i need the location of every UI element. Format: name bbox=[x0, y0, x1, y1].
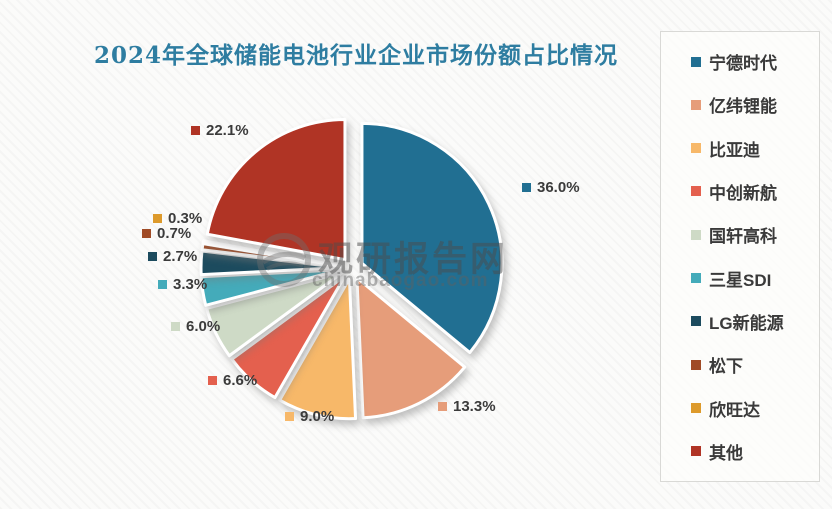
label-text: 9.0% bbox=[300, 408, 335, 425]
legend-marker bbox=[691, 186, 701, 197]
legend-item-lg: LG新能源 bbox=[691, 309, 819, 334]
pie-label-lg: 2.7% bbox=[148, 248, 197, 265]
legend-marker bbox=[691, 359, 701, 370]
label-text: 6.6% bbox=[223, 372, 258, 389]
legend-marker bbox=[691, 273, 701, 284]
legend-item-byd: 比亚迪 bbox=[691, 136, 819, 161]
label-text: 6.0% bbox=[186, 318, 221, 335]
legend: 宁德时代 亿纬锂能 比亚迪 中创新航 国轩高科 三星SDI LG新能源 松下 bbox=[660, 31, 820, 482]
legend-item-ningde: 宁德时代 bbox=[691, 49, 819, 74]
pie-label-samsung: 3.3% bbox=[158, 276, 207, 293]
legend-marker bbox=[691, 446, 701, 457]
legend-label: 国轩高科 bbox=[709, 227, 777, 247]
label-marker bbox=[438, 402, 447, 411]
pie-label-sunwoda: 0.3% bbox=[153, 210, 202, 227]
legend-label: 三星SDI bbox=[709, 270, 772, 290]
label-marker bbox=[522, 183, 531, 192]
label-text: 0.7% bbox=[157, 225, 192, 242]
pie-slice-4 bbox=[205, 271, 344, 358]
label-text: 3.3% bbox=[173, 276, 208, 293]
pie-slice-9 bbox=[205, 118, 347, 262]
legend-item-yiwei: 亿纬锂能 bbox=[691, 92, 819, 117]
legend-label: 宁德时代 bbox=[709, 54, 777, 73]
label-marker bbox=[171, 322, 180, 331]
label-text: 36.0% bbox=[537, 179, 580, 196]
label-marker bbox=[285, 412, 294, 421]
pie-slice-5 bbox=[199, 268, 343, 307]
legend-item-others: 其他 bbox=[691, 439, 819, 464]
label-marker bbox=[158, 280, 167, 289]
legend-marker bbox=[691, 403, 701, 414]
label-text: 13.3% bbox=[453, 398, 496, 415]
pie-label-others: 22.1% bbox=[191, 122, 249, 139]
label-marker bbox=[191, 126, 200, 135]
legend-marker bbox=[691, 229, 701, 240]
legend-label: 比亚迪 bbox=[709, 140, 760, 160]
legend-item-sunwoda: 欣旺达 bbox=[691, 396, 819, 421]
legend-label: 欣旺达 bbox=[709, 400, 760, 420]
pie-slice-2 bbox=[278, 277, 358, 421]
pie-slice-8 bbox=[201, 239, 343, 268]
label-text: 0.3% bbox=[168, 210, 203, 227]
legend-label: 中创新航 bbox=[709, 183, 777, 203]
label-text: 2.7% bbox=[163, 248, 198, 265]
legend-label: LG新能源 bbox=[709, 313, 784, 333]
legend-item-samsung: 三星SDI bbox=[691, 266, 819, 291]
pie-label-yiwei: 13.3% bbox=[438, 398, 496, 415]
legend-label: 其他 bbox=[709, 443, 743, 463]
pie-label-guoxuan: 6.0% bbox=[171, 318, 220, 335]
label-marker bbox=[153, 214, 162, 223]
pie-label-byd: 9.0% bbox=[285, 408, 334, 425]
label-marker bbox=[148, 252, 157, 261]
legend-item-panasonic: 松下 bbox=[691, 352, 819, 377]
label-text: 22.1% bbox=[206, 122, 249, 139]
label-marker bbox=[208, 376, 217, 385]
pie-slice-1 bbox=[355, 276, 467, 420]
legend-label: 松下 bbox=[709, 357, 743, 377]
pie-slice-0 bbox=[360, 121, 504, 355]
legend-label: 亿纬锂能 bbox=[709, 97, 777, 117]
pie-label-ningde: 36.0% bbox=[522, 179, 580, 196]
legend-item-guoxuan: 国轩高科 bbox=[691, 222, 819, 247]
legend-marker bbox=[691, 56, 701, 67]
legend-marker bbox=[691, 143, 701, 154]
pie-label-panasonic: 0.7% bbox=[142, 225, 191, 242]
legend-item-calb: 中创新航 bbox=[691, 179, 819, 204]
legend-marker bbox=[691, 99, 701, 110]
pie-slice-3 bbox=[230, 274, 347, 400]
chart-title: 2024年全球储能电池行业企业市场份额占比情况 bbox=[93, 42, 618, 69]
legend-marker bbox=[691, 316, 701, 327]
pie-label-calb: 6.6% bbox=[208, 372, 257, 389]
label-marker bbox=[142, 229, 151, 238]
